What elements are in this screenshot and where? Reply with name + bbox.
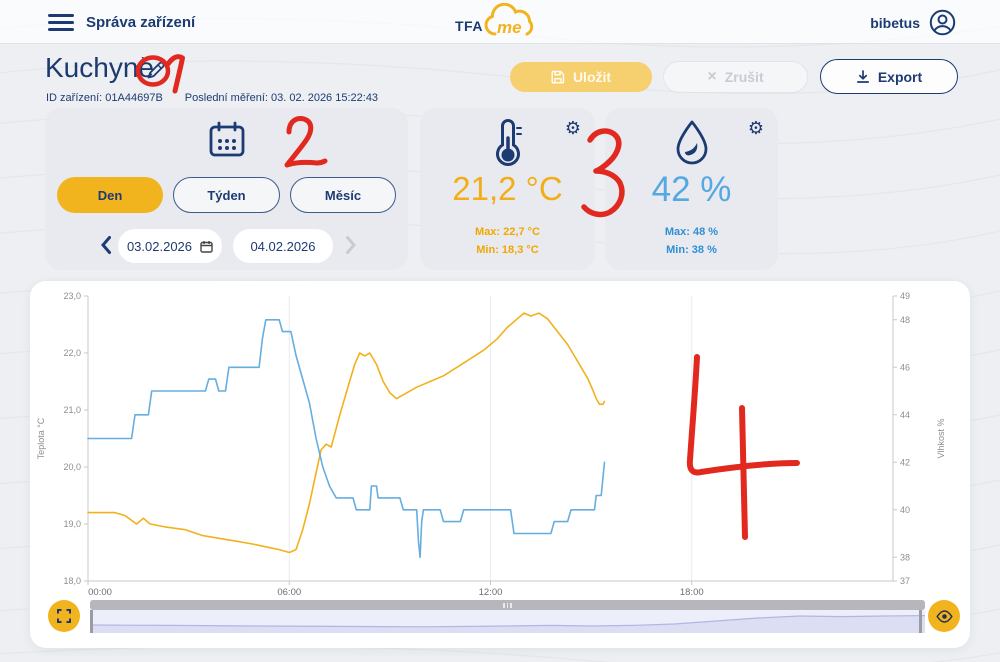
right-axis-tick-label: 48	[900, 315, 910, 325]
app-title: Správa zařízení	[86, 14, 196, 31]
save-label: Uložit	[572, 69, 612, 85]
chevron-right-icon	[346, 236, 356, 254]
series-Vlhkost %	[87, 318, 606, 559]
humidity-settings-gear-icon[interactable]: ⚙	[747, 118, 764, 139]
logo-tfa-text: TFA	[455, 18, 483, 34]
date-range-row: 03.02.2026 04.02.2026	[45, 229, 408, 263]
right-axis-tick-label: 49	[900, 291, 910, 301]
chart-scrollbar-thumb[interactable]	[90, 600, 925, 610]
temperature-max: Max: 22,7 °C	[475, 226, 540, 238]
chart-card: 18,0 19,0 20,0 21,0 22,0 23,0 37 38 40 42 44 46 48 49…	[30, 281, 970, 648]
chart-scrollbar-track[interactable]	[90, 600, 925, 610]
logo-me-text: me	[497, 18, 522, 37]
pencil-icon	[147, 61, 165, 79]
cancel-button[interactable]: × Zrušit	[663, 61, 808, 93]
right-axis-tick-label: 37	[900, 576, 910, 586]
x-axis-tick-label: 12:00	[479, 587, 503, 595]
x-axis-tick-label: 18:00	[680, 587, 704, 595]
expand-chart-button[interactable]	[48, 600, 80, 632]
humidity-max: Max: 48 %	[664, 226, 719, 238]
toggle-visibility-button[interactable]	[928, 600, 960, 632]
chart-navigator-row	[30, 599, 970, 635]
right-axis-tick-label: 42	[900, 457, 910, 467]
left-axis-tick-label: 23,0	[63, 291, 81, 301]
close-icon: ×	[707, 68, 717, 85]
tab-month[interactable]: Měsíc	[290, 177, 396, 213]
navigator-right-handle[interactable]	[919, 610, 922, 633]
date-from-input[interactable]: 03.02.2026	[118, 229, 222, 263]
navigator-left-handle[interactable]	[90, 610, 93, 633]
left-axis-tick-label: 18,0	[63, 576, 81, 586]
calendar-icon	[209, 121, 245, 157]
left-axis-title: Teplota °C	[36, 417, 46, 459]
left-axis-tick-label: 22,0	[63, 348, 81, 358]
navigator-preview[interactable]	[90, 610, 925, 633]
device-id: ID zařízení: 01A44697B	[46, 92, 163, 104]
x-axis-tick-label: 06:00	[277, 587, 301, 595]
next-period-button[interactable]	[345, 235, 357, 260]
device-info-line: ID zařízení: 01A44697B Poslední měření: …	[46, 92, 378, 104]
chart-range-slider[interactable]	[90, 600, 925, 633]
app-header: Správa zařízení TFA me bibetus	[0, 0, 1000, 44]
avatar-icon	[929, 9, 956, 36]
export-button[interactable]: Export	[820, 59, 958, 94]
hamburger-menu-icon[interactable]	[48, 14, 74, 31]
tab-day[interactable]: Den	[57, 177, 163, 213]
logo-cloud-icon: me	[484, 3, 534, 37]
temperature-min: Min: 18,3 °C	[476, 244, 539, 256]
right-axis-tick-label: 40	[900, 505, 910, 515]
right-axis-tick-label: 44	[900, 410, 910, 420]
edit-name-button[interactable]	[146, 61, 165, 85]
thermometer-icon	[495, 119, 522, 166]
temperature-humidity-chart[interactable]: 18,0 19,0 20,0 21,0 22,0 23,0 37 38 40 42 44 46 48 49…	[30, 281, 970, 595]
series-Teplota °C	[87, 312, 606, 554]
humidity-card: ⚙ 42 % Max: 48 % Min: 38 %	[605, 108, 778, 270]
temperature-settings-gear-icon[interactable]: ⚙	[564, 118, 581, 139]
corners-expand-icon	[57, 609, 71, 623]
chevron-left-icon	[101, 236, 111, 254]
save-button[interactable]: Uložit	[510, 62, 652, 92]
username: bibetus	[870, 14, 920, 31]
export-label: Export	[877, 68, 923, 85]
prev-period-button[interactable]	[100, 235, 112, 260]
navigator-line	[90, 615, 925, 628]
humidity-drop-icon	[676, 120, 707, 165]
x-axis-tick-label: 00:00	[88, 587, 112, 595]
last-measurement: Poslední měření: 03. 02. 2026 15:22:43	[184, 92, 379, 104]
date-picker-icon	[200, 240, 213, 253]
brand-logo: TFA me	[455, 3, 565, 43]
left-axis-tick-label: 19,0	[63, 519, 81, 529]
humidity-min: Min: 38 %	[666, 244, 717, 256]
date-to-input[interactable]: 04.02.2026	[233, 229, 333, 263]
cancel-label: Zrušit	[724, 69, 764, 85]
temperature-card: ⚙ 21,2 °C Max: 22,7 °C Min: 18,3 °C	[420, 108, 595, 270]
download-icon	[856, 69, 869, 83]
left-axis-tick-label: 20,0	[63, 462, 81, 472]
temperature-value: 21,2 °C	[452, 170, 563, 207]
tab-week[interactable]: Týden	[173, 177, 280, 213]
navigator-area	[90, 615, 925, 633]
page-title: Kuchyně	[45, 52, 154, 83]
humidity-value: 42 %	[651, 170, 732, 209]
left-axis-tick-label: 21,0	[63, 405, 81, 415]
right-axis-tick-label: 38	[900, 552, 910, 562]
user-menu[interactable]: bibetus	[870, 9, 956, 36]
period-card: Den Týden Měsíc 03.02.2026 04.02.2026	[45, 108, 408, 270]
floppy-icon	[551, 70, 565, 84]
right-axis-tick-label: 46	[900, 362, 910, 372]
eye-icon	[935, 609, 953, 623]
right-axis-title: Vlhkost %	[936, 418, 946, 458]
